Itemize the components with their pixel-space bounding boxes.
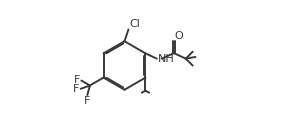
Text: F: F xyxy=(84,96,90,106)
Text: F: F xyxy=(74,75,80,85)
Text: Cl: Cl xyxy=(129,19,140,29)
Text: O: O xyxy=(174,31,183,41)
Text: F: F xyxy=(73,84,79,94)
Text: NH: NH xyxy=(158,54,174,64)
